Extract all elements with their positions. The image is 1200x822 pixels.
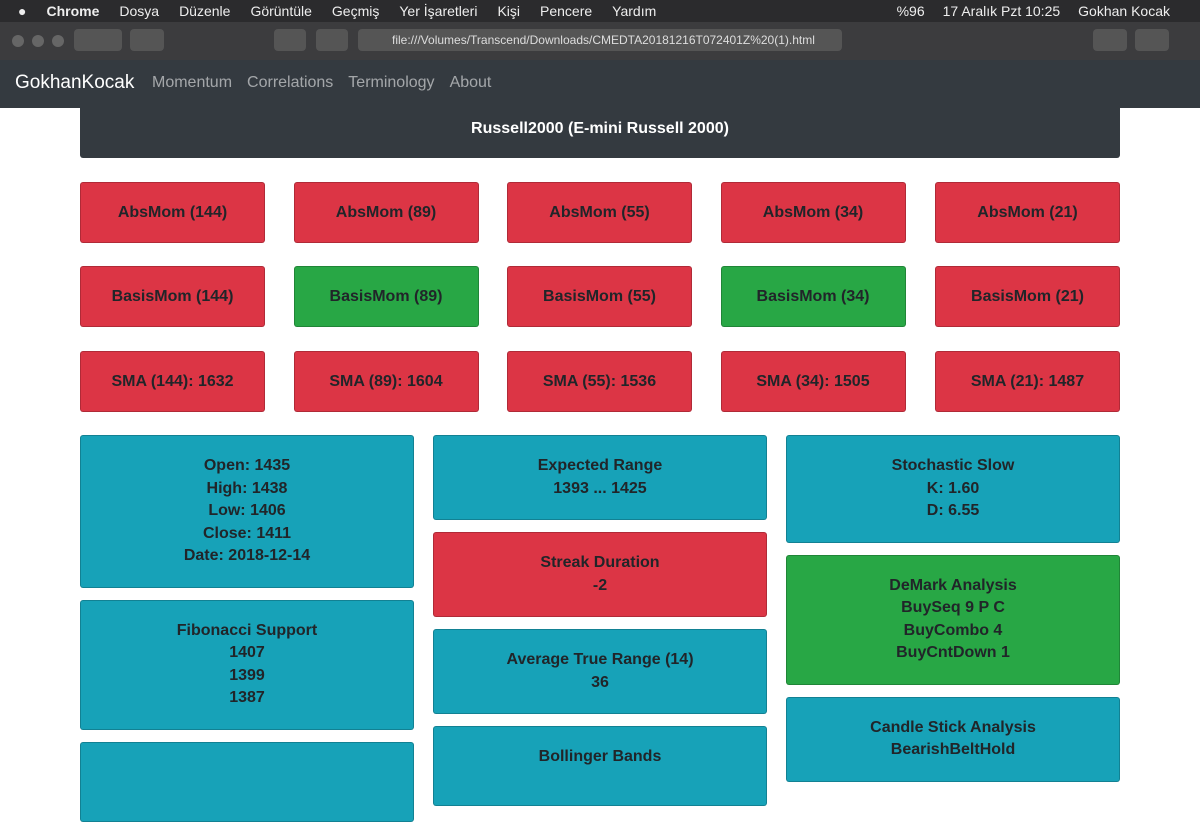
signal-tile[interactable]: SMA (34): 1505 [720, 351, 906, 412]
nav-link[interactable]: Momentum [152, 74, 233, 91]
tabs-button[interactable] [1135, 29, 1169, 51]
signal-tile[interactable]: SMA (89): 1604 [293, 351, 479, 412]
card-column: Open: 1435 High: 1438 Low: 1406 Close: 1411… [80, 435, 414, 822]
card-line: 1399 [229, 666, 265, 684]
battery[interactable]: %96 [896, 3, 925, 19]
card-line: -2 [592, 576, 608, 594]
info-card: Candle Stick Analysis BearishBeltHold [786, 696, 1120, 782]
info-card: Bollinger Bands [433, 726, 767, 806]
nav-link[interactable]: Correlations [247, 74, 334, 91]
address-bar[interactable]: file:///Volumes/Transcend/Downloads/CMED… [358, 29, 842, 51]
signal-tile[interactable]: BasisMom (21) [935, 266, 1120, 327]
card-line: High: 1438 [206, 479, 288, 497]
card-line: Average True Range (14) [506, 651, 694, 668]
card-line: Date: 2018-12-14 [183, 547, 311, 564]
close-button[interactable] [12, 35, 24, 47]
card-line: BearishBeltHold [890, 741, 1016, 758]
card-line: Candle Stick Analysis [870, 718, 1036, 736]
card-line: Open: 1435 [203, 457, 291, 474]
card-line: Bollinger Bands [538, 748, 662, 765]
card-line: 1387 [229, 689, 265, 706]
clock[interactable]: 17 Aralık Pzt 10:25 [942, 3, 1061, 19]
back-forward[interactable] [74, 29, 122, 51]
zoom-button[interactable] [52, 35, 64, 47]
signal-tile[interactable]: AbsMom (21) [935, 182, 1120, 243]
card-line: Expected Range [537, 457, 663, 474]
info-card: Open: 1435 High: 1438 Low: 1406 Close: 1411… [80, 435, 414, 588]
navbar: GokhanKocak Momentum Correlations Terminol… [0, 60, 1200, 108]
menu-item[interactable]: Yer İşaretleri [399, 3, 478, 19]
card-line: D: 6.55 [926, 502, 980, 519]
card-line: 1407 [229, 644, 265, 661]
menu-item[interactable]: Geçmiş [331, 3, 380, 19]
brand[interactable]: GokhanKocak [15, 72, 135, 93]
card-line: BuyCntDown 1 [896, 644, 1010, 661]
menu-item[interactable]: Görüntüle [250, 3, 312, 19]
app-name[interactable]: Chrome [46, 3, 100, 19]
menu-bar: ● Chrome Dosya Düzenle Görüntüle Geçmiş Yer … [0, 0, 1200, 22]
share-button[interactable] [1093, 29, 1127, 51]
signal-tile[interactable]: AbsMom (34) [720, 182, 906, 243]
signal-tile[interactable]: SMA (21): 1487 [935, 351, 1120, 412]
info-card: Average True Range (14) 36 [433, 629, 767, 714]
info-card: Fibonacci Support 1407 1399 1387 [80, 599, 414, 730]
signal-tile[interactable]: SMA (55): 1536 [507, 351, 692, 412]
info-button[interactable] [274, 29, 306, 51]
info-card: Stochastic Slow K: 1.60 D: 6.55 [786, 435, 1120, 543]
signal-tile[interactable]: AbsMom (55) [507, 182, 692, 243]
nav-links: Momentum Correlations Terminology About [152, 74, 491, 92]
signal-tile[interactable]: AbsMom (144) [80, 182, 265, 243]
card-line: BuyCombo 4 [903, 621, 1003, 639]
signal-tile[interactable]: BasisMom (55) [507, 266, 692, 327]
card-column: Expected Range 1393 ... 1425 Streak Durati… [433, 435, 767, 806]
signal-tile[interactable]: BasisMom (89) [293, 266, 479, 327]
card-line: DeMark Analysis [889, 576, 1017, 594]
nav-link[interactable]: About [449, 74, 492, 91]
signal-tile[interactable]: SMA (144): 1632 [80, 351, 265, 412]
menu-item[interactable]: Kişi [497, 3, 521, 19]
menu-item[interactable]: Yardım [612, 3, 657, 19]
signal-tile[interactable]: AbsMom (89) [293, 182, 479, 243]
card-line: Stochastic Slow [891, 457, 1015, 474]
nav-link[interactable]: Terminology [348, 74, 435, 91]
status-area: %96 17 Aralık Pzt 10:25 Gokhan Kocak [897, 3, 1170, 19]
menu-item[interactable]: Düzenle [179, 3, 231, 19]
card-column: Stochastic Slow K: 1.60 D: 6.55 DeMark Anal… [786, 435, 1120, 782]
info-card: Streak Duration -2 [433, 532, 767, 617]
menu-item[interactable]: Pencere [540, 3, 593, 19]
info-card: DeMark Analysis BuySeq 9 P C BuyCombo 4 Buy… [786, 554, 1120, 685]
card-line: 1393 ... 1425 [553, 479, 647, 497]
signal-tile[interactable]: BasisMom (34) [720, 266, 906, 327]
card-line: K: 1.60 [926, 479, 980, 497]
menu-item[interactable]: Dosya [119, 3, 160, 19]
info-card [80, 741, 414, 822]
signal-tile[interactable]: BasisMom (144) [80, 266, 265, 327]
info-card: Expected Range 1393 ... 1425 [433, 435, 767, 520]
card-line: BuySeq 9 P C [901, 599, 1005, 616]
minimize-button[interactable] [32, 35, 44, 47]
card-line: Low: 1406 [208, 502, 286, 519]
sidebar-button[interactable] [130, 29, 164, 51]
browser-toolbar: file:///Volumes/Transcend/Downloads/CMED… [0, 22, 1200, 61]
card-line: Close: 1411 [202, 524, 292, 542]
page-header: Russell2000 (E-mini Russell 2000) [80, 108, 1120, 158]
card-line: Streak Duration [540, 554, 660, 571]
card-line: Fibonacci Support [176, 621, 318, 639]
apple-logo[interactable]: ● [18, 3, 27, 19]
privacy-button[interactable] [316, 29, 348, 51]
card-line: 36 [591, 673, 609, 691]
user[interactable]: Gokhan Kocak [1078, 3, 1170, 19]
